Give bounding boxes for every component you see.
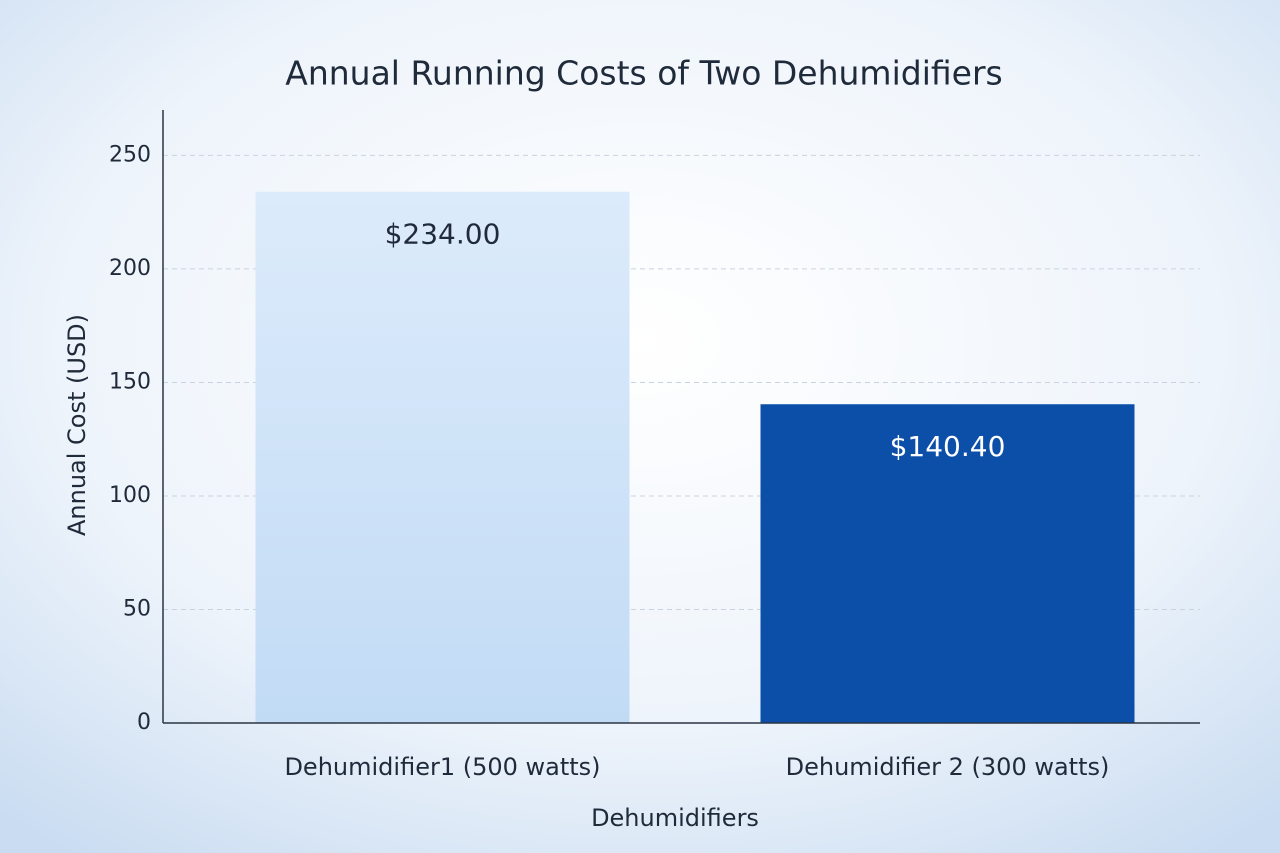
bar xyxy=(760,404,1135,723)
y-axis-label: Annual Cost (USD) xyxy=(63,314,91,536)
y-tick-label: 200 xyxy=(109,256,151,281)
value-label: $234.00 xyxy=(385,218,501,251)
bar xyxy=(255,191,630,723)
y-tick-label: 0 xyxy=(137,710,151,735)
y-tick-label: 50 xyxy=(123,596,151,621)
x-axis-label: Dehumidifiers xyxy=(591,804,759,832)
chart-title: Annual Running Costs of Two Dehumidifier… xyxy=(285,54,1002,93)
x-tick-label: Dehumidifier 2 (300 watts) xyxy=(786,753,1110,781)
x-tick-label: Dehumidifier1 (500 watts) xyxy=(284,753,600,781)
y-tick-label: 100 xyxy=(109,483,151,508)
y-tick-label: 150 xyxy=(109,369,151,394)
value-label: $140.40 xyxy=(890,430,1006,463)
y-tick-label: 250 xyxy=(109,142,151,167)
